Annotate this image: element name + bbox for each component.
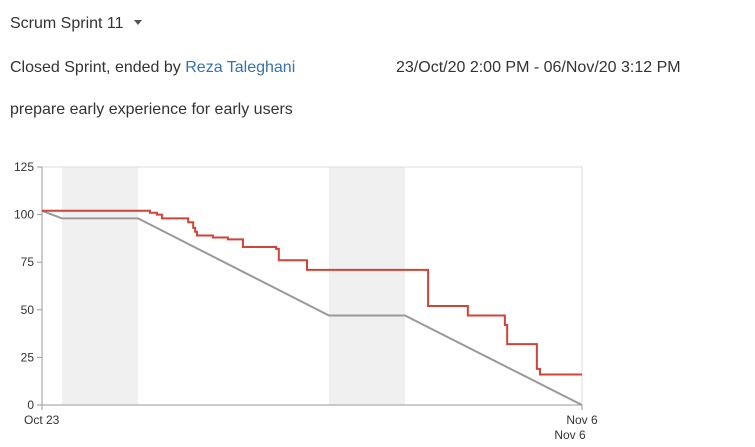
status-prefix: Closed Sprint, ended by bbox=[10, 59, 181, 76]
y-tick-label: 75 bbox=[21, 255, 35, 269]
y-tick-label: 25 bbox=[21, 350, 35, 364]
x-end-label: Nov 6 bbox=[554, 428, 586, 442]
non-working-days bbox=[328, 167, 405, 405]
x-tick-label: Oct 23 bbox=[24, 413, 60, 427]
x-tick-label: Nov 6 bbox=[566, 413, 598, 427]
y-tick-label: 50 bbox=[21, 303, 35, 317]
sprint-status: Closed Sprint, ended by Reza Taleghani bbox=[10, 59, 295, 76]
dropdown-caret[interactable] bbox=[134, 20, 142, 25]
non-working-days bbox=[62, 167, 139, 405]
sprint-name[interactable]: Scrum Sprint 11 bbox=[10, 15, 124, 32]
user-link[interactable]: Reza Taleghani bbox=[185, 59, 295, 76]
guideline bbox=[41, 209, 583, 406]
y-tick-label: 100 bbox=[14, 208, 34, 222]
y-tick-label: 125 bbox=[14, 160, 34, 174]
date-range: 23/Oct/20 2:00 PM - 06/Nov/20 3:12 PM bbox=[396, 59, 681, 76]
sprint-goal: prepare early experience for early users bbox=[10, 101, 293, 118]
y-tick-label: 0 bbox=[27, 398, 34, 412]
remaining-values-line bbox=[42, 209, 582, 376]
